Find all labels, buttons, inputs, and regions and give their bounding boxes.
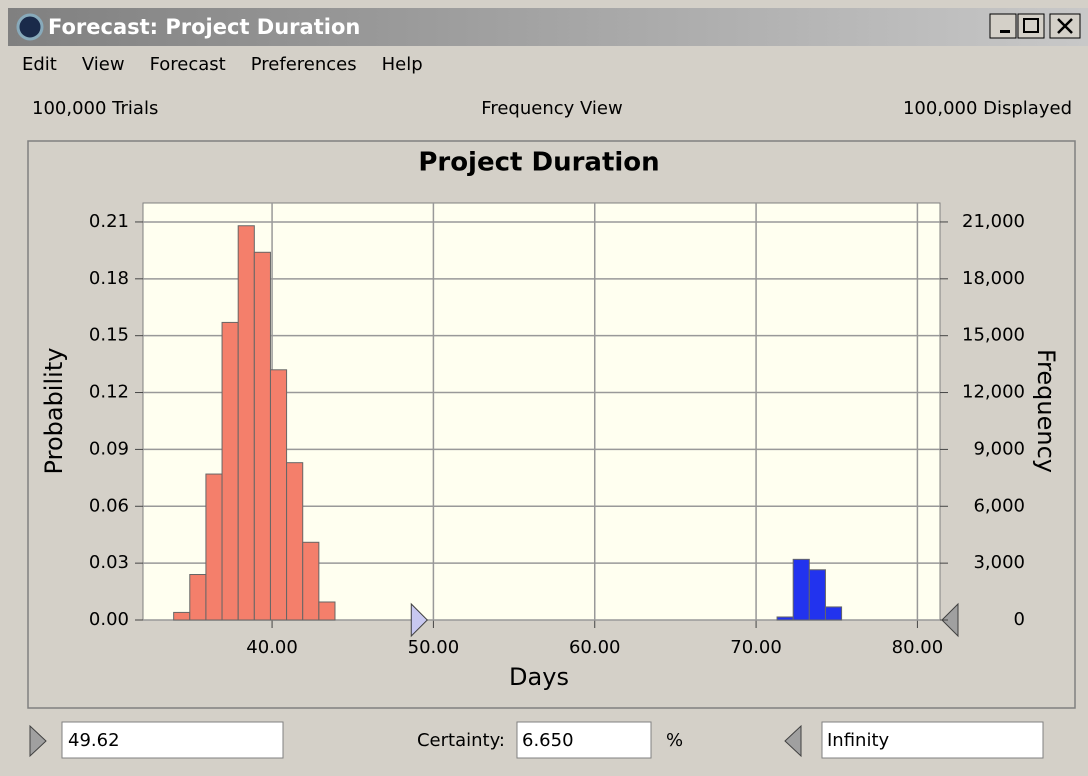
menu-item[interactable]: Preferences <box>251 54 357 75</box>
bar <box>189 574 207 621</box>
y-axis-label: Probability <box>40 348 68 475</box>
upper-grabber[interactable] <box>941 602 959 638</box>
y-tick-label: 0.21 <box>89 211 129 232</box>
y2-tick-label: 9,000 <box>973 438 1025 459</box>
y-tick-label: 0.00 <box>89 609 129 630</box>
bar <box>237 225 255 621</box>
bar <box>302 541 320 621</box>
close-glyph <box>1057 18 1073 34</box>
bar <box>205 473 223 621</box>
x-axis-label: Days <box>509 663 569 691</box>
bar <box>792 558 810 621</box>
view-name: Frequency View <box>481 98 622 119</box>
window-buttons[interactable] <box>989 13 1081 39</box>
maximize[interactable] <box>1017 13 1045 39</box>
y-tick-label: 0.15 <box>89 325 129 346</box>
bar <box>253 251 271 621</box>
x-tick-label: 50.00 <box>408 637 460 658</box>
bar <box>286 462 304 621</box>
y-tick-label: 0.12 <box>89 382 129 403</box>
x-tick-label: 40.00 <box>246 637 298 658</box>
y2-tick-label: 15,000 <box>962 325 1025 346</box>
bar <box>824 606 843 621</box>
y2-axis-label: Frequency <box>1032 349 1060 473</box>
title-bar <box>8 8 1088 46</box>
upper-arrow <box>784 724 802 758</box>
y2-tick-label: 12,000 <box>962 382 1025 403</box>
certainty-input[interactable] <box>516 721 652 759</box>
bar <box>173 611 191 621</box>
window-title: Forecast: Project Duration <box>48 15 360 39</box>
x-tick-label: 70.00 <box>730 637 782 658</box>
certainty-value: 6.650 <box>522 730 574 751</box>
menu-item[interactable]: Help <box>382 54 423 75</box>
bar <box>808 569 826 621</box>
minimize-glyph <box>1000 30 1010 33</box>
y-tick-label: 0.09 <box>89 438 129 459</box>
y2-tick-label: 6,000 <box>973 495 1025 516</box>
upper-input[interactable] <box>821 721 1044 759</box>
y2-tick-label: 0 <box>1014 609 1025 630</box>
displayed: 100,000 Displayed <box>903 98 1072 119</box>
menu-item[interactable]: View <box>82 54 125 75</box>
upper-value: Infinity <box>827 730 890 751</box>
y-tick-label: 0.18 <box>89 268 129 289</box>
menu-item[interactable]: Edit <box>22 54 57 75</box>
x-tick-label: 60.00 <box>569 637 621 658</box>
lower-value: 49.62 <box>68 730 120 751</box>
x-tick-label: 80.00 <box>892 637 944 658</box>
minimize[interactable] <box>989 13 1017 39</box>
trials: 100,000 Trials <box>32 98 158 119</box>
certainty-unit: % <box>666 730 683 751</box>
certainty-label: Certainty: <box>417 730 505 751</box>
maximize-glyph <box>1023 18 1039 33</box>
y2-tick-label: 21,000 <box>962 211 1025 232</box>
y2-tick-label: 18,000 <box>962 268 1025 289</box>
y-tick-label: 0.06 <box>89 495 129 516</box>
app-icon <box>16 13 44 41</box>
lower-arrow <box>29 724 47 758</box>
menu-item[interactable]: Forecast <box>150 54 226 75</box>
y2-tick-label: 3,000 <box>973 552 1025 573</box>
bar <box>318 601 336 621</box>
lower-input[interactable] <box>61 721 284 759</box>
bar <box>221 321 239 621</box>
menu-bar: Edit View Forecast Preferences Help <box>22 54 423 75</box>
chart-title: Project Duration <box>418 148 659 178</box>
bar <box>269 369 288 621</box>
bar <box>776 616 794 621</box>
lower-grabber[interactable] <box>410 602 428 638</box>
y-tick-label: 0.03 <box>89 552 129 573</box>
